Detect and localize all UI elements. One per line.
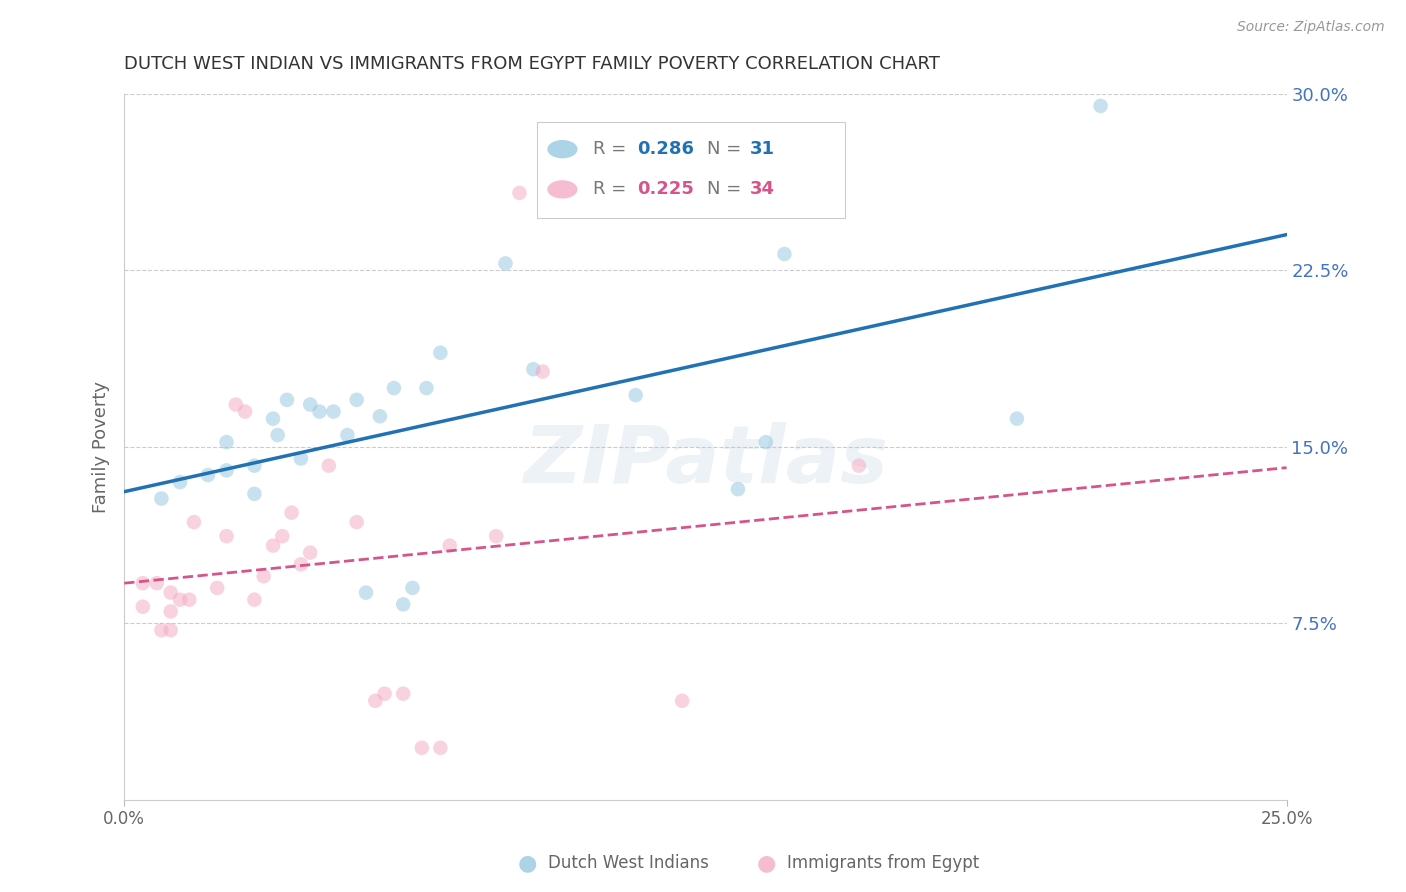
Text: DUTCH WEST INDIAN VS IMMIGRANTS FROM EGYPT FAMILY POVERTY CORRELATION CHART: DUTCH WEST INDIAN VS IMMIGRANTS FROM EGY…	[124, 55, 941, 73]
Point	[299, 397, 322, 411]
Point	[392, 687, 415, 701]
Point	[132, 576, 155, 591]
Point	[215, 463, 238, 477]
Point	[169, 592, 191, 607]
Circle shape	[547, 180, 578, 199]
Point	[773, 247, 796, 261]
Text: Immigrants from Egypt: Immigrants from Egypt	[787, 855, 980, 872]
Y-axis label: Family Poverty: Family Poverty	[93, 381, 110, 513]
Text: Source: ZipAtlas.com: Source: ZipAtlas.com	[1237, 20, 1385, 34]
Text: 31: 31	[749, 140, 775, 158]
Point	[1090, 99, 1112, 113]
Point	[364, 694, 387, 708]
Point	[392, 598, 415, 612]
Point	[848, 458, 870, 473]
Point	[522, 362, 544, 376]
Point	[368, 409, 391, 424]
Point	[485, 529, 508, 543]
Text: Dutch West Indians: Dutch West Indians	[548, 855, 709, 872]
Point	[1005, 411, 1028, 425]
Text: R =: R =	[593, 140, 631, 158]
Point	[197, 468, 219, 483]
Point	[322, 404, 344, 418]
Point	[150, 491, 173, 506]
Point	[243, 592, 266, 607]
Point	[159, 604, 181, 618]
Point	[169, 475, 191, 489]
Point	[374, 687, 396, 701]
Point	[299, 546, 322, 560]
Point	[280, 506, 302, 520]
Text: N =: N =	[707, 140, 747, 158]
Text: ZIPatlas: ZIPatlas	[523, 422, 889, 500]
Point	[624, 388, 647, 402]
Point	[132, 599, 155, 614]
Text: 34: 34	[749, 180, 775, 198]
Point	[243, 487, 266, 501]
Text: 0.286: 0.286	[637, 140, 693, 158]
Point	[145, 576, 167, 591]
Point	[159, 624, 181, 638]
Point	[225, 397, 247, 411]
Point	[508, 186, 530, 200]
Point	[531, 365, 554, 379]
Point	[266, 428, 288, 442]
Point	[150, 624, 173, 638]
Point	[755, 435, 778, 450]
Point	[276, 392, 298, 407]
Point	[205, 581, 228, 595]
Point	[727, 482, 749, 496]
Text: N =: N =	[707, 180, 747, 198]
Point	[262, 539, 284, 553]
Point	[336, 428, 359, 442]
Point	[346, 515, 368, 529]
Point	[318, 458, 340, 473]
Point	[411, 740, 433, 755]
Point	[382, 381, 405, 395]
Text: ●: ●	[756, 854, 776, 873]
Point	[415, 381, 437, 395]
Point	[439, 539, 461, 553]
Point	[215, 529, 238, 543]
Point	[183, 515, 205, 529]
Point	[429, 740, 451, 755]
Point	[290, 451, 312, 466]
Point	[429, 345, 451, 359]
Text: ●: ●	[517, 854, 537, 873]
FancyBboxPatch shape	[537, 122, 845, 218]
Point	[179, 592, 201, 607]
Point	[159, 585, 181, 599]
Point	[243, 458, 266, 473]
Point	[215, 435, 238, 450]
Point	[290, 558, 312, 572]
Point	[495, 256, 517, 270]
Point	[354, 585, 377, 599]
Text: 0.225: 0.225	[637, 180, 693, 198]
Text: R =: R =	[593, 180, 631, 198]
Point	[401, 581, 423, 595]
Point	[671, 694, 693, 708]
Point	[308, 404, 330, 418]
Point	[233, 404, 256, 418]
Point	[253, 569, 276, 583]
Point	[346, 392, 368, 407]
Circle shape	[547, 140, 578, 158]
Point	[271, 529, 294, 543]
Point	[262, 411, 284, 425]
